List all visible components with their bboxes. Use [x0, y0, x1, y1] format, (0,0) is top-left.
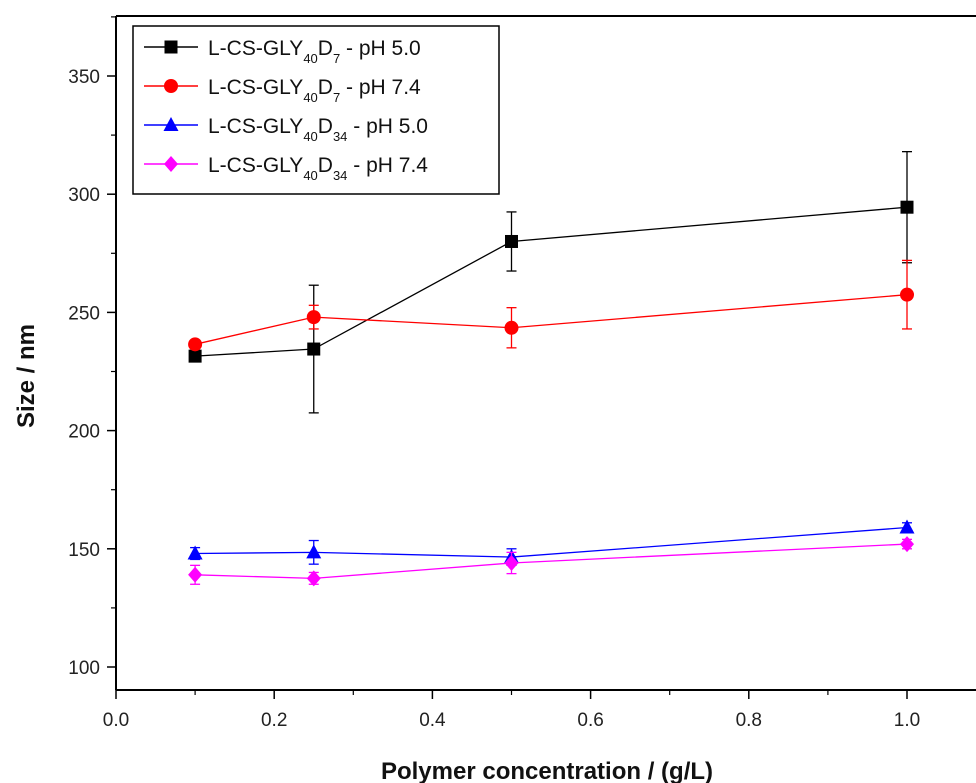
data-point — [306, 310, 321, 325]
legend-item: L-CS-GLY40D7 - pH 5.0 — [144, 37, 421, 66]
legend-marker — [164, 40, 178, 54]
y-axis-title: Size / nm — [13, 324, 40, 428]
x-tick-label: 0.6 — [577, 710, 603, 731]
y-tick-label: 300 — [68, 185, 100, 206]
series-2 — [188, 259, 914, 352]
data-point — [188, 349, 202, 363]
x-axis-title: Polymer concentration / (g/L) — [381, 758, 713, 783]
data-point — [900, 200, 914, 214]
series-1 — [188, 150, 914, 414]
series-line — [194, 294, 908, 345]
legend-marker — [164, 156, 178, 172]
series-line — [195, 526, 908, 558]
series-3 — [187, 519, 915, 566]
x-tick-label: 0.0 — [103, 710, 129, 731]
x-tick-label: 0.4 — [419, 710, 446, 731]
legend-marker — [163, 117, 179, 131]
data-point — [899, 519, 915, 534]
legend-label: L-CS-GLY40D34 - pH 5.0 — [208, 115, 428, 144]
series-layer — [187, 150, 915, 587]
legend-label: L-CS-GLY40D7 - pH 7.4 — [208, 76, 421, 105]
legend-box — [132, 25, 500, 195]
data-point — [504, 554, 519, 571]
data-point — [505, 234, 518, 248]
data-point — [306, 570, 321, 587]
axes — [115, 15, 976, 691]
data-point — [504, 320, 519, 335]
series-line — [195, 543, 908, 580]
data-point — [900, 536, 914, 553]
x-tick-label: 0.2 — [261, 710, 287, 731]
ticks: 0.0 0.2 0.4 0.6 0.8 1.0 100 150 200 250 300 350 — [68, 16, 920, 731]
y-tick-label: 100 — [68, 658, 100, 679]
data-point — [187, 545, 203, 560]
y-tick-label: 200 — [68, 422, 100, 443]
x-tick-label: 0.8 — [736, 710, 762, 731]
legend-marker — [164, 79, 178, 93]
series-4 — [188, 536, 914, 587]
legend-label: L-CS-GLY40D7 - pH 5.0 — [208, 37, 421, 66]
y-tick-label: 150 — [68, 540, 100, 561]
legend-item: L-CS-GLY40D34 - pH 5.0 — [144, 115, 428, 144]
legend-item: L-CS-GLY40D34 - pH 7.4 — [144, 154, 428, 183]
data-point — [900, 287, 914, 302]
legend-item: L-CS-GLY40D7 - pH 7.4 — [144, 76, 421, 105]
data-point — [307, 342, 321, 356]
legend-label: L-CS-GLY40D34 - pH 7.4 — [208, 154, 428, 183]
y-tick-label: 350 — [68, 67, 100, 88]
data-point — [188, 566, 203, 583]
data-point — [306, 544, 322, 559]
x-tick-label: 1.0 — [894, 710, 920, 731]
y-tick-label: 250 — [68, 303, 100, 324]
data-point — [188, 337, 203, 352]
legend: L-CS-GLY40D7 - pH 5.0 L-CS-GLY40D7 - pH 7… — [132, 25, 500, 195]
series-line — [195, 206, 908, 357]
